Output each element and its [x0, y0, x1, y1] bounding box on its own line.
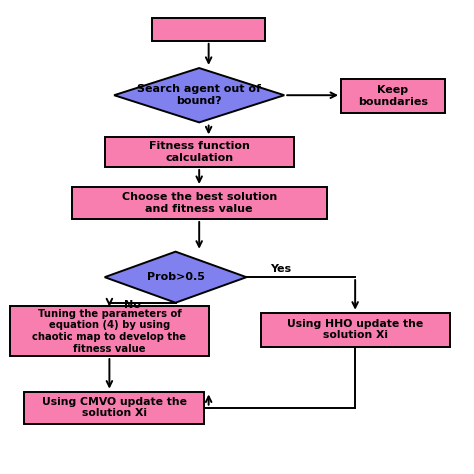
- FancyBboxPatch shape: [152, 18, 265, 41]
- FancyBboxPatch shape: [72, 187, 327, 219]
- Text: Search agent out of
bound?: Search agent out of bound?: [137, 84, 261, 106]
- FancyBboxPatch shape: [261, 313, 450, 346]
- Text: Fitness function
calculation: Fitness function calculation: [149, 141, 250, 163]
- Text: No: No: [124, 301, 140, 310]
- Polygon shape: [114, 68, 284, 122]
- Text: Using HHO update the
solution Xi: Using HHO update the solution Xi: [287, 319, 423, 340]
- Text: Prob>0.5: Prob>0.5: [146, 272, 204, 282]
- Text: Yes: Yes: [270, 264, 291, 274]
- Text: Keep
boundaries: Keep boundaries: [358, 85, 428, 107]
- FancyBboxPatch shape: [105, 137, 294, 167]
- Text: Choose the best solution
and fitness value: Choose the best solution and fitness val…: [121, 192, 277, 214]
- Text: Using CMVO update the
solution Xi: Using CMVO update the solution Xi: [42, 397, 187, 419]
- FancyBboxPatch shape: [10, 307, 209, 356]
- Polygon shape: [105, 252, 246, 303]
- Text: Tuning the parameters of
equation (4) by using
chaotic map to develop the
fitnes: Tuning the parameters of equation (4) by…: [32, 309, 186, 354]
- FancyBboxPatch shape: [24, 392, 204, 424]
- FancyBboxPatch shape: [341, 79, 445, 113]
